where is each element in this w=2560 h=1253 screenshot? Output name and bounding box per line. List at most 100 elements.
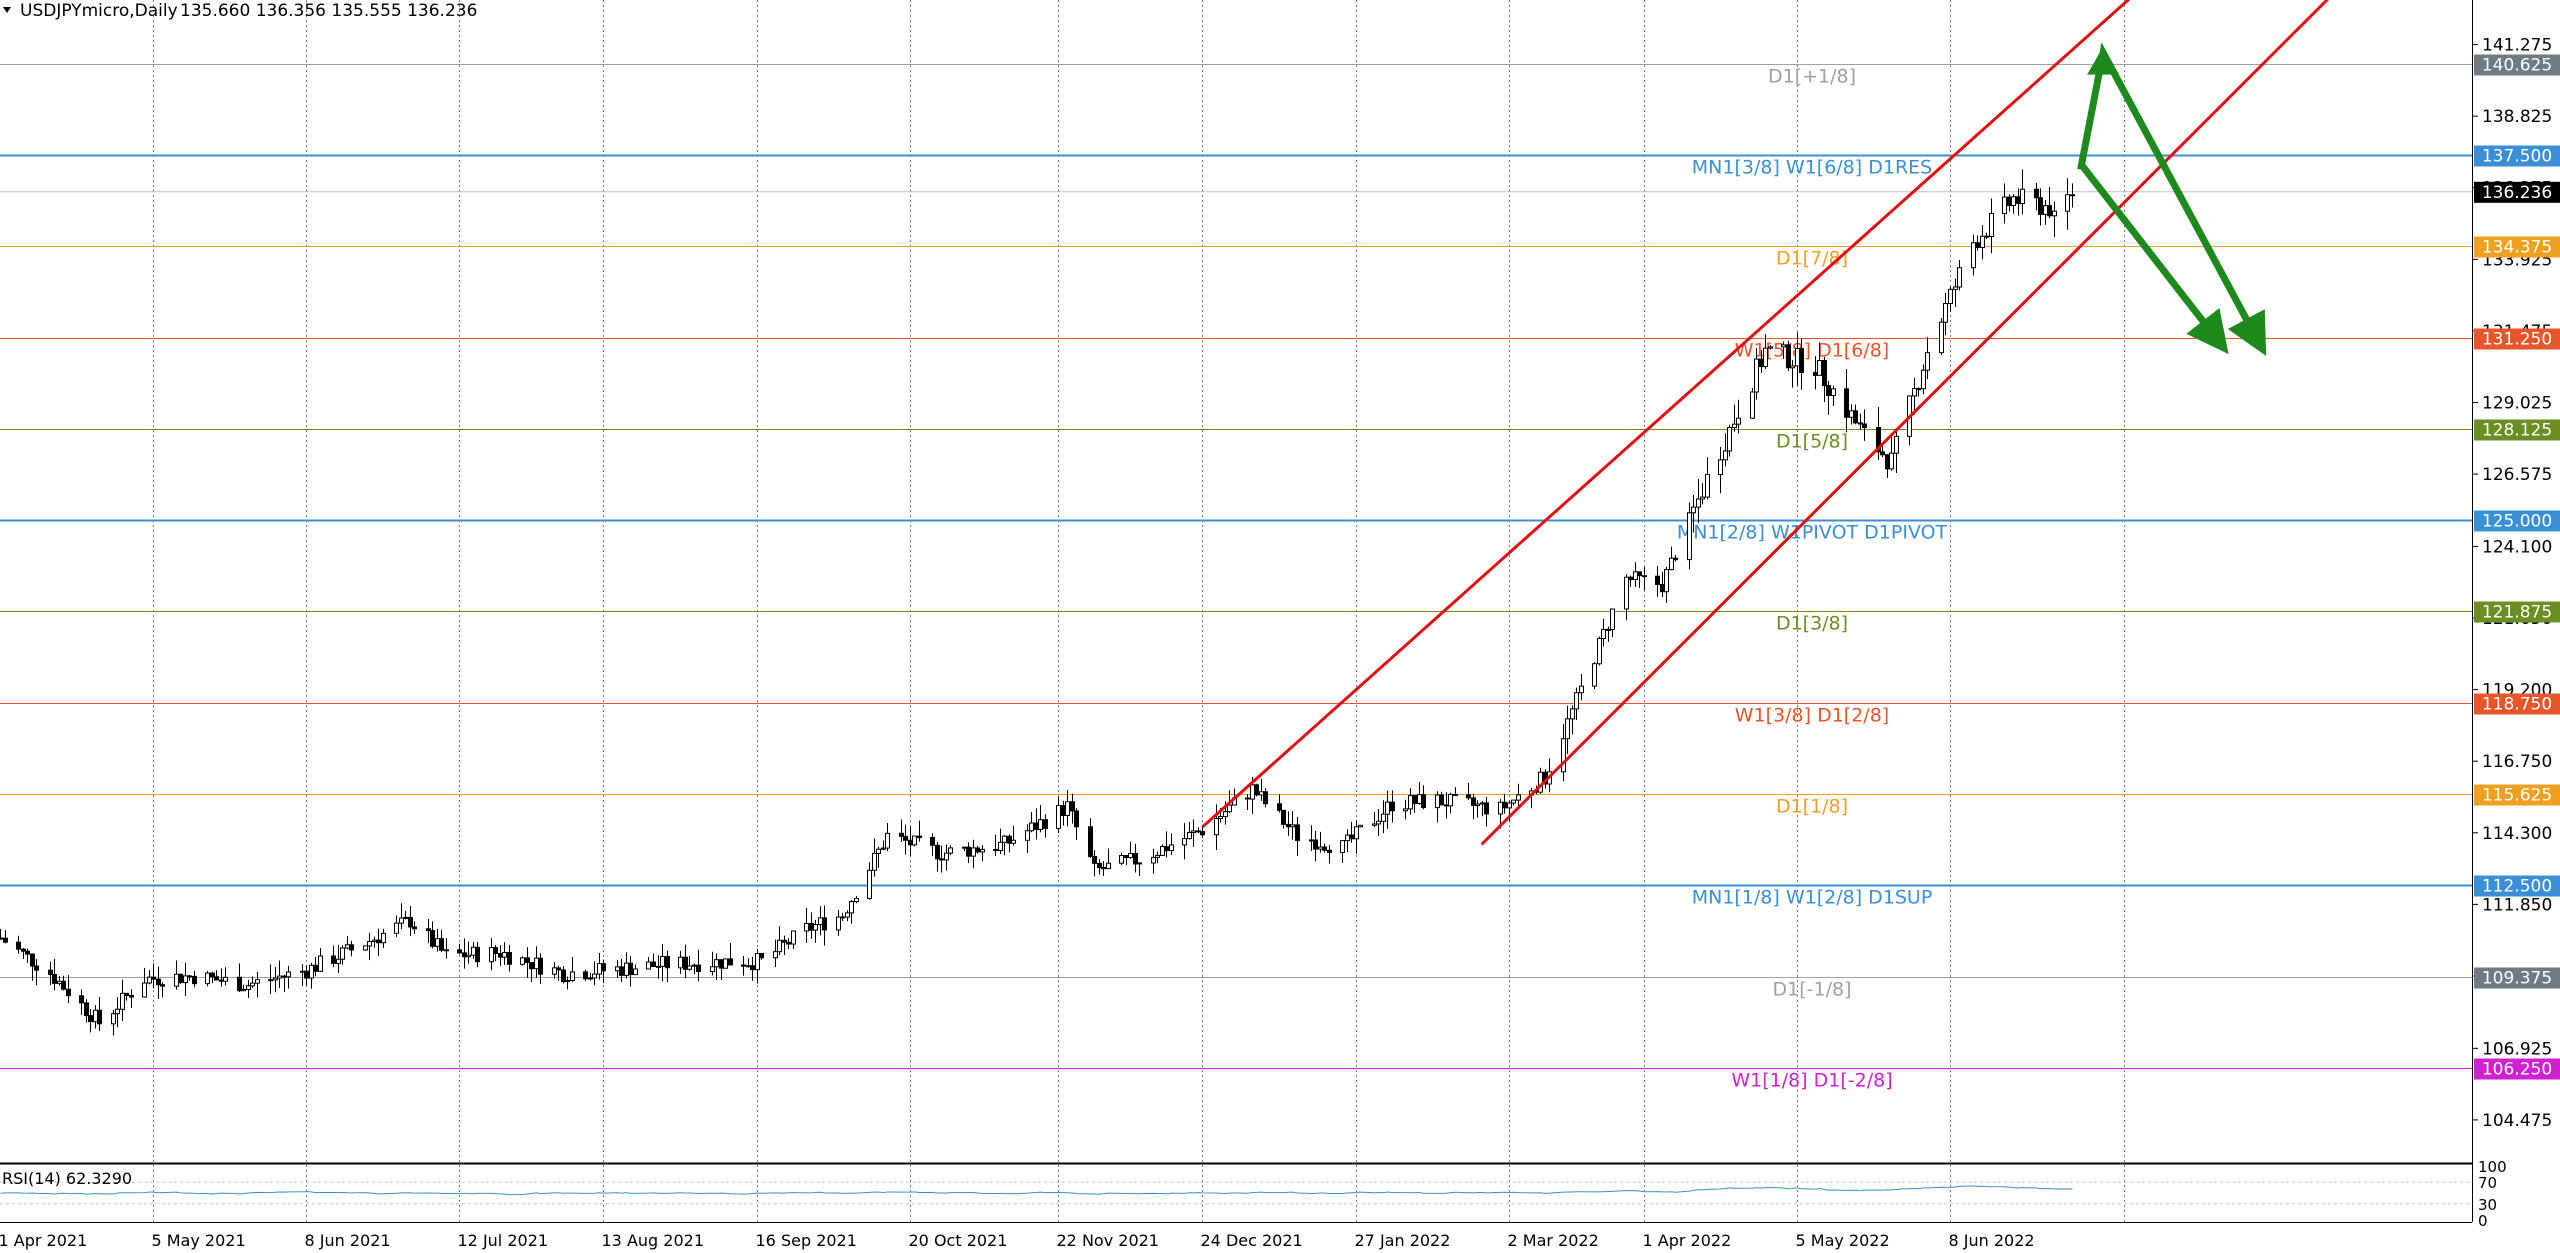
candle-body <box>1975 242 1980 248</box>
candle-body <box>1128 853 1133 858</box>
candle-body <box>696 964 701 973</box>
candle-body <box>187 975 192 978</box>
level-label: W1[3/8] D1[2/8] <box>1735 705 1889 727</box>
level-price-text: 121.875 <box>2482 603 2552 623</box>
candle-body <box>561 969 566 983</box>
candle-body <box>930 837 935 846</box>
candle-body <box>1250 784 1255 800</box>
time-tick-label: 5 May 2022 <box>1796 1231 1890 1250</box>
candle-body <box>1286 823 1291 828</box>
candle-body <box>687 965 692 970</box>
candle-body <box>178 973 183 984</box>
candle-body <box>1196 830 1201 833</box>
level-price-badge <box>2474 510 2560 532</box>
candle-body <box>1119 854 1124 864</box>
candle-body <box>142 982 147 998</box>
candle-body <box>1813 371 1818 376</box>
candle-body <box>1984 235 1989 238</box>
candle-body <box>223 976 228 982</box>
candle-body <box>1349 834 1354 840</box>
candle-body <box>1200 831 1205 836</box>
rsi-panel <box>0 1181 2472 1205</box>
candle-body <box>129 994 134 998</box>
candle-body <box>367 940 372 947</box>
candle-body <box>1417 794 1422 805</box>
candle-body <box>2007 196 2012 207</box>
candle-body <box>174 973 179 987</box>
candle-body <box>759 952 764 959</box>
candle-body <box>1570 708 1575 720</box>
level-price-text: 106.250 <box>2482 1060 2552 1080</box>
candle-body <box>998 841 1003 852</box>
candle-body <box>601 963 606 972</box>
candle-body <box>1435 794 1440 809</box>
candle-body <box>723 958 728 969</box>
price-tick-label: 114.300 <box>2482 824 2552 844</box>
candle-body <box>1390 801 1395 812</box>
candle-body <box>2043 205 2048 215</box>
candle-body <box>651 961 656 968</box>
candle-body <box>836 916 841 931</box>
candle-body <box>840 916 845 919</box>
candle-body <box>1876 426 1881 453</box>
candle-body <box>205 972 210 985</box>
candle-body <box>151 976 156 980</box>
dropdown-triangle-icon[interactable] <box>3 7 11 13</box>
level-price-badge <box>2474 693 2560 715</box>
price-tick-label: 141.275 <box>2482 36 2552 56</box>
candle-body <box>597 963 602 975</box>
candle-body <box>935 844 940 860</box>
candle-body <box>61 980 66 990</box>
channel-line[interactable] <box>1480 0 2333 846</box>
candle-body <box>1070 801 1075 812</box>
candle-body <box>1885 454 1890 470</box>
candle-body <box>48 969 53 975</box>
rsi-tick-label: 30 <box>2478 1196 2497 1214</box>
candle-body <box>1223 811 1228 817</box>
candle-body <box>1372 823 1377 826</box>
trend-channel[interactable] <box>1201 0 2333 846</box>
candle-body <box>1444 804 1449 807</box>
candle-body <box>728 958 733 966</box>
candle-body <box>1480 802 1485 805</box>
candle-body <box>214 976 219 981</box>
channel-line[interactable] <box>1201 0 2134 829</box>
candle-body <box>1750 391 1755 419</box>
candle-body <box>1484 802 1489 815</box>
candle-body <box>1277 803 1282 811</box>
candle-body <box>66 988 71 997</box>
candle-body <box>1345 834 1350 842</box>
candle-body <box>1074 810 1079 828</box>
candle-body <box>804 922 809 932</box>
candle-body <box>255 979 260 984</box>
candle-body <box>1034 822 1039 830</box>
candle-body <box>1097 862 1102 868</box>
candle-body <box>93 1009 98 1023</box>
candle-body <box>156 978 161 986</box>
candle-body <box>120 992 125 1010</box>
level-price-text: 112.500 <box>2482 877 2552 897</box>
candle-body <box>1732 423 1737 429</box>
candle-body <box>1385 801 1390 815</box>
candle-body <box>84 1002 89 1017</box>
candle-body <box>1340 840 1345 853</box>
candle-body <box>1227 804 1232 813</box>
price-tick-label: 138.825 <box>2482 107 2552 127</box>
candle-body <box>1939 321 1944 354</box>
candle-body <box>1408 795 1413 810</box>
forecast-arrows[interactable] <box>2077 42 2267 357</box>
candle-body <box>962 846 967 849</box>
time-tick-label: 22 Nov 2021 <box>1057 1231 1159 1250</box>
forecast-arrow[interactable] <box>2077 161 2229 355</box>
candle-body <box>1781 344 1786 348</box>
candle-body <box>1561 738 1566 773</box>
candle-body <box>1516 794 1521 801</box>
level-price-badge <box>2474 419 2560 441</box>
level-label: W1[5/8] D1[6/8] <box>1735 340 1889 362</box>
level-price-text: 115.625 <box>2482 786 2552 806</box>
time-tick-label: 8 Jun 2021 <box>305 1231 391 1250</box>
candle-body <box>1723 450 1728 461</box>
candle-body <box>534 957 539 970</box>
